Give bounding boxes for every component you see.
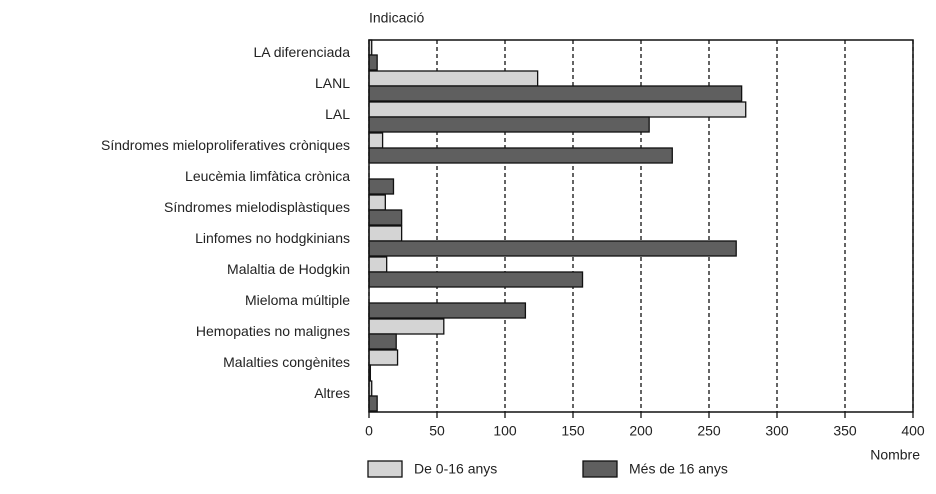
x-tick-label: 200 (629, 423, 653, 439)
y-tick-label: Malalties congènites (223, 354, 350, 370)
y-tick-label: LA diferenciada (253, 44, 350, 60)
y-tick-label: Altres (314, 385, 350, 401)
y-tick-label: Síndromes mielodisplàstiques (164, 199, 350, 215)
bar (368, 256, 388, 273)
x-tick-label: 300 (765, 423, 789, 439)
y-tick-label: Linfomes no hodgkinians (195, 230, 350, 246)
y-tick-label: LANL (315, 75, 350, 91)
bar (368, 101, 747, 118)
bar (368, 302, 527, 319)
bar (368, 178, 395, 195)
bar (368, 318, 445, 335)
y-tick-label: LAL (325, 106, 350, 122)
bar (368, 225, 403, 242)
bar (368, 271, 584, 288)
x-tick-label: 400 (901, 423, 925, 439)
legend-swatch (582, 460, 618, 478)
y-tick-label: Leucèmia limfàtica crònica (185, 168, 350, 184)
y-axis-title: Indicació (369, 10, 424, 26)
bar (368, 54, 378, 71)
x-tick-label: 150 (561, 423, 585, 439)
y-tick-label: Mieloma múltiple (245, 292, 350, 308)
y-tick-label: Malaltia de Hodgkin (227, 261, 350, 277)
bar (368, 209, 403, 226)
bar (368, 349, 399, 366)
x-tick-label: 100 (493, 423, 517, 439)
plot-frame (368, 39, 914, 413)
x-tick-label: 250 (697, 423, 721, 439)
legend-label: De 0-16 anys (414, 461, 497, 477)
x-axis-title: Nombre (870, 447, 920, 463)
legend-swatch (367, 460, 403, 478)
bar (368, 132, 384, 149)
x-tick-label: 0 (365, 423, 373, 439)
x-tick-label: 50 (429, 423, 445, 439)
y-tick-label: Síndromes mieloproliferatives cròniques (101, 137, 350, 153)
bar (368, 194, 386, 211)
x-tick-label: 350 (833, 423, 857, 439)
bar (368, 116, 650, 133)
y-tick-label: Hemopaties no malignes (196, 323, 350, 339)
bar (368, 395, 378, 412)
bar (368, 240, 737, 257)
bar (368, 147, 673, 164)
bar (368, 333, 397, 350)
bar (368, 70, 539, 87)
bar (368, 85, 743, 102)
legend-label: Més de 16 anys (629, 461, 728, 477)
